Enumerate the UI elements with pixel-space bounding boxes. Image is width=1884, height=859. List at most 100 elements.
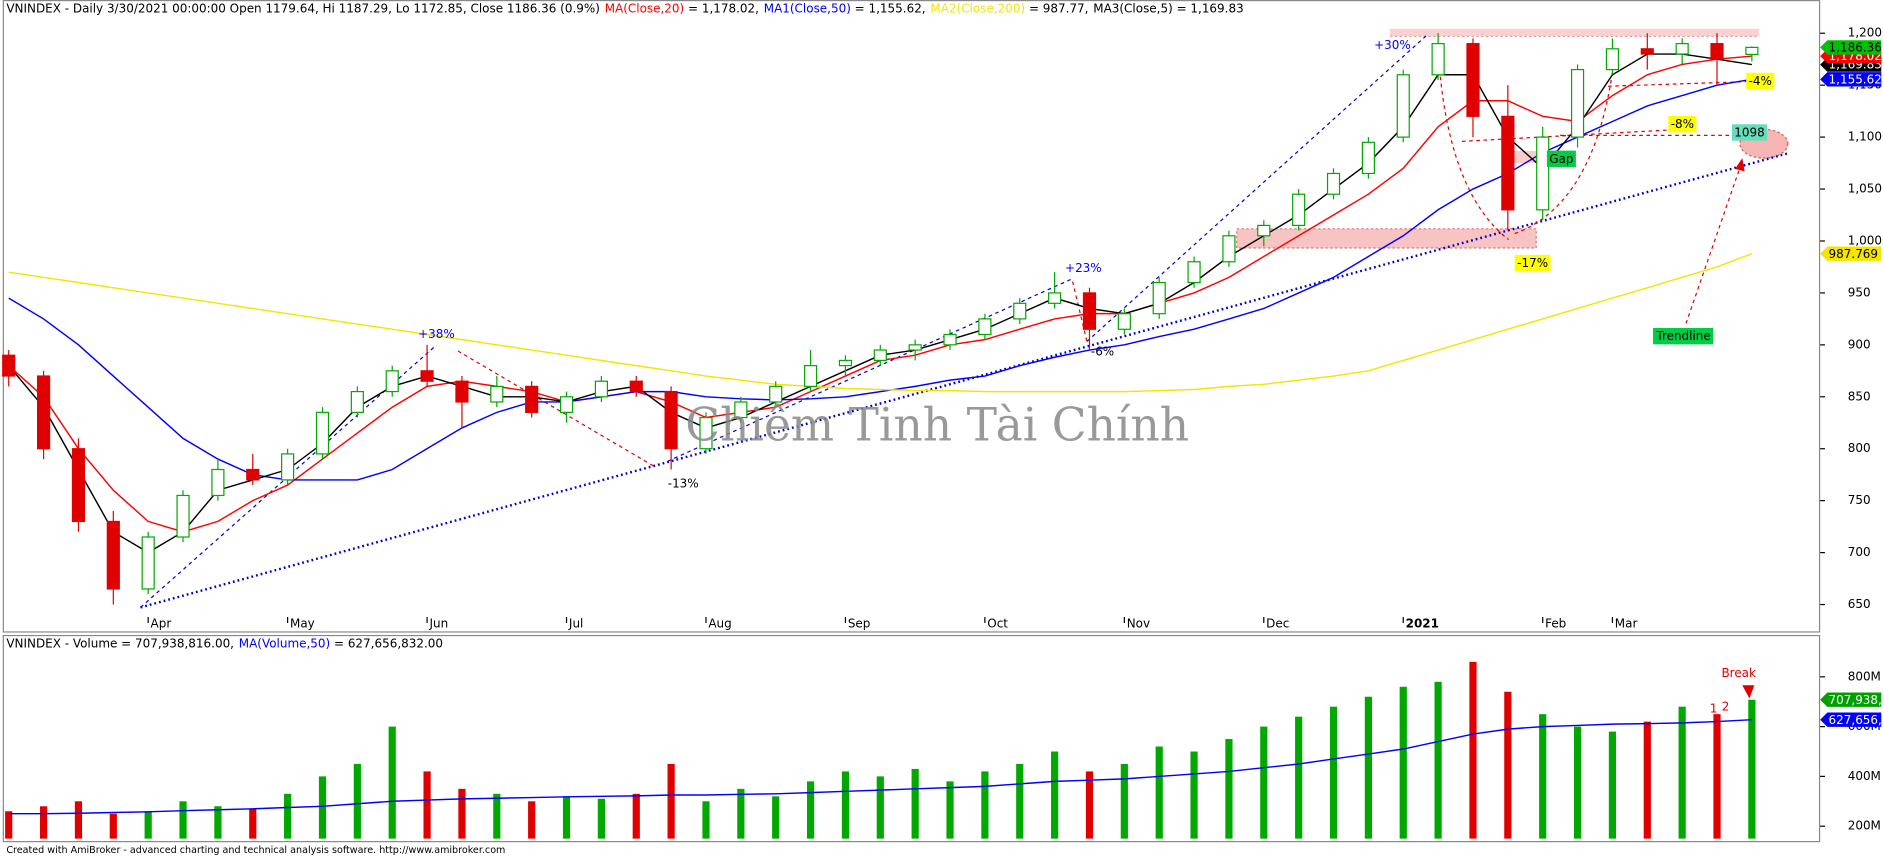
volume-bar [1469,661,1477,839]
y-tick-label: 200M [1848,819,1881,833]
annotation-bg [1746,72,1775,90]
volume-bar [179,801,187,839]
candle-body [1187,261,1201,284]
header-name: MA(Volume,50) [239,636,330,650]
candle-body [1396,74,1410,138]
header-value: = 707,938,816.00, [117,636,234,650]
volume-bar [74,801,83,839]
annotation: Break [1721,666,1756,680]
arrow-line [1685,167,1741,324]
candle-body [1536,136,1550,211]
volume-panel [2,634,1821,843]
volume-bar [144,811,152,839]
y-tick-label: 1,050 [1848,182,1882,196]
annotation: -17% [1517,256,1548,270]
candle-body [769,385,783,403]
annotation: 1 [1710,702,1718,716]
volume-bar [1434,681,1442,839]
volume-bar [39,806,48,839]
candle-body [734,401,748,419]
x-tick-label: Nov [1127,617,1150,631]
candle-body [1605,48,1620,71]
y-tick-label: 1,200 [1848,26,1882,40]
candle-body [36,375,51,450]
candle-body [873,349,887,362]
annotation: +23% [1065,261,1102,275]
footer: Created with AmiBroker - advanced charti… [6,845,505,856]
candle-body [71,448,86,523]
candle-body [838,359,853,367]
candle-body [385,370,399,393]
annotation: +30% [1374,38,1411,52]
candle-body [1292,193,1306,226]
candle-body [1640,48,1654,55]
volume-bar [981,771,989,839]
volume-bar [353,763,361,839]
volume-bar [841,771,850,839]
x-tick-label: Apr [151,617,172,631]
value-tag-label: 627,656,8 [1829,713,1884,727]
candle-body [699,416,713,450]
value-tag [1820,40,1882,55]
candle-body [1431,43,1445,76]
header-value: = 987.77, [1025,1,1088,15]
candle-body [1117,313,1131,330]
header-title: VNINDEX - Volume [6,636,117,650]
volume-bar [1155,746,1163,839]
header-value: = 1,169.83 [1173,1,1244,15]
volume-bar [214,806,222,839]
annotation: Trendline [1655,329,1710,343]
candle-body [629,380,643,393]
header-value: = 1,178.02, [684,1,759,15]
candle-body [1013,302,1027,320]
volume-bar [737,788,745,839]
candle-body [246,468,260,481]
volume-bar [1364,696,1372,839]
ma-line [8,252,1753,393]
x-tick-label: Oct [987,617,1008,631]
x-tick-label: May [290,617,315,631]
volume-bar [1678,706,1686,839]
volume-bar [597,798,605,839]
volume-bar [1399,686,1407,839]
volume-bar [1329,706,1338,839]
wave [140,344,437,608]
volume-bar [1120,763,1128,839]
volume-bar [528,801,536,839]
candle-body [943,333,957,346]
header-name: MA1(Close,50) [764,1,851,15]
candle-body [2,354,16,377]
volume-bar [667,763,675,839]
volume-bar [702,801,710,839]
candle-body [1501,115,1515,211]
header: VNINDEX - Daily 3/30/2021 00:00:00 Open … [6,1,1243,15]
watermark: Chiêm Tinh Tài Chính [685,398,1189,451]
candle-body [350,390,364,413]
gap-zone [1506,150,1549,163]
drawings [140,28,1789,699]
price-panel [2,0,1821,633]
x-tick-label: Jun [428,617,448,631]
annotation-bg [1731,124,1768,141]
annotation: 1098 [1734,125,1764,139]
candle-body [1675,43,1689,55]
annotation: -13% [668,477,699,491]
value-tag [1820,246,1882,261]
volume-bar [632,793,640,839]
volume-bar [1748,699,1756,839]
wave [1514,59,1615,235]
candle-body [315,411,330,455]
volume-bar [1051,751,1059,839]
volume-bar [388,726,396,839]
candle-body [490,385,504,403]
volume-bar [423,771,431,839]
candle-body [1745,46,1759,55]
volume-bar [1608,731,1617,839]
volume-bar [318,776,327,839]
candle-body [525,385,539,413]
y-tick-label: 900 [1848,337,1871,351]
header-title: VNINDEX - Daily 3/30/2021 00:00:00 Open … [6,1,600,15]
volume-bar [1504,691,1512,839]
annotation: +38% [418,327,455,341]
